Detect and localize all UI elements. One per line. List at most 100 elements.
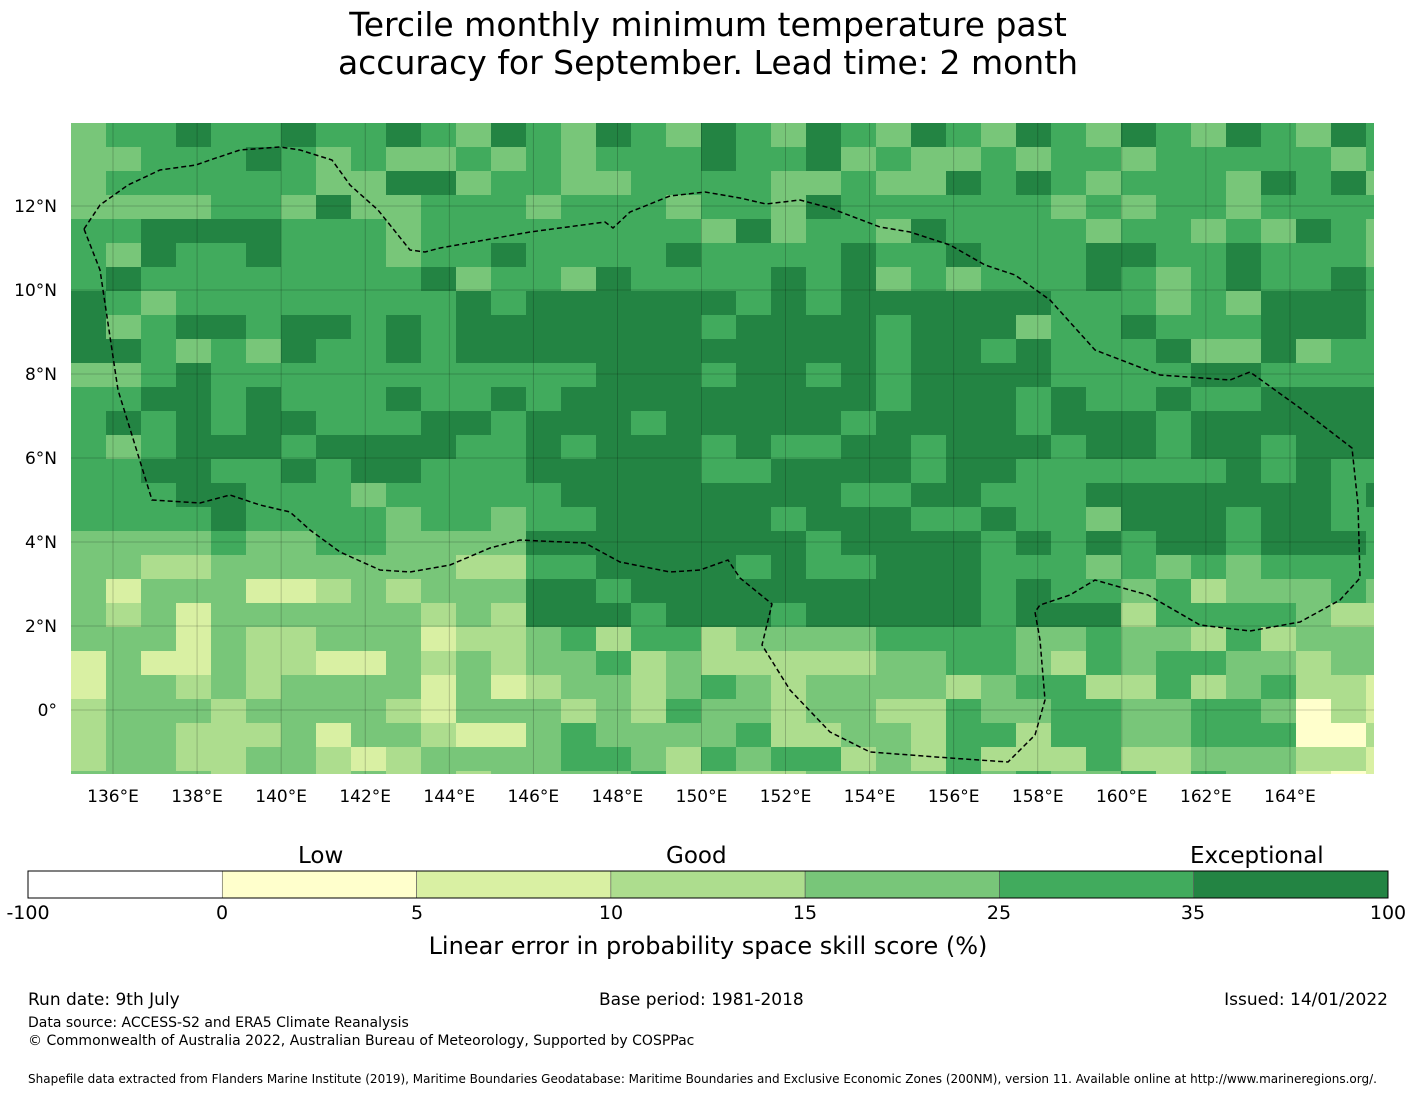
grid-cell [1121,195,1156,219]
grid-cell [1086,771,1121,774]
grid-cell [141,171,176,195]
grid-cell [491,531,526,555]
grid-cell [526,291,561,315]
grid-cell [421,315,456,339]
grid-cell [1191,675,1226,699]
grid-cell [1086,483,1121,507]
grid-cell [701,435,736,459]
grid-cell [71,411,106,435]
grid-cell [1366,675,1374,699]
grid-cell [1226,555,1261,579]
grid-cell [456,507,491,531]
grid-cell [281,627,316,651]
grid-cell [561,267,596,291]
grid-cell [1261,699,1296,723]
grid-cell [421,387,456,411]
grid-cell [1086,627,1121,651]
grid-cell [421,771,456,774]
longitude-label: 154°E [844,787,896,807]
grid-cell [211,219,246,243]
grid-cell [841,771,876,774]
grid-cell [526,771,561,774]
grid-cell [666,363,701,387]
grid-cell [771,291,806,315]
grid-cell [841,555,876,579]
grid-cell [981,699,1016,723]
grid-cell [176,195,211,219]
grid-cell [351,195,386,219]
grid-cell [841,171,876,195]
grid-cell [701,147,736,171]
grid-cell [806,627,841,651]
grid-cell [246,579,281,603]
grid-cell [911,459,946,483]
grid-cell [71,123,106,147]
grid-cell [526,747,561,771]
grid-cell [1016,747,1051,771]
grid-cell [316,243,351,267]
grid-cell [1086,123,1121,147]
grid-cell [1121,603,1156,627]
grid-cell [106,483,141,507]
grid-cell [1331,771,1366,774]
grid-cell [141,267,176,291]
grid-cell [526,531,561,555]
grid-cell [246,483,281,507]
grid-cell [631,147,666,171]
grid-cell [1051,219,1086,243]
grid-cell [1156,579,1191,603]
grid-cell [386,675,421,699]
grid-cell [1296,651,1331,675]
grid-cell [176,171,211,195]
colorbar-tick-label: 10 [598,902,624,924]
grid-cell [526,555,561,579]
grid-cell [876,315,911,339]
grid-cell [841,699,876,723]
grid-cell [1156,699,1191,723]
grid-cell [1296,363,1331,387]
grid-cell [561,147,596,171]
longitude-label: 164°E [1264,787,1316,807]
grid-cell [981,555,1016,579]
grid-cell [386,339,421,363]
grid-cell [106,675,141,699]
grid-cell [1121,387,1156,411]
grid-cell [1366,747,1374,771]
grid-cell [1331,507,1366,531]
grid-cell [631,627,666,651]
grid-cell [246,627,281,651]
grid-cell [1261,603,1296,627]
grid-cell [736,267,771,291]
grid-cell [1051,675,1086,699]
grid-cell [631,315,666,339]
grid-cell [491,315,526,339]
grid-cell [386,435,421,459]
grid-cell [1191,747,1226,771]
grid-cell [141,771,176,774]
grid-cell [806,555,841,579]
grid-cell [1191,699,1226,723]
grid-cell [596,147,631,171]
grid-cell [456,531,491,555]
grid-cell [876,339,911,363]
grid-cell [806,411,841,435]
latitude-label: 12°N [14,197,57,217]
grid-cell [771,195,806,219]
colorbar-tick-label: 35 [1180,902,1206,924]
grid-cell [386,411,421,435]
grid-cell [666,675,701,699]
grid-cell [1366,243,1374,267]
grid-cell [141,699,176,723]
grid-cell [1016,699,1051,723]
grid-cell [421,675,456,699]
grid-cell [281,651,316,675]
grid-cell [211,651,246,675]
grid-cell [771,627,806,651]
grid-cell [1051,171,1086,195]
grid-cell [456,723,491,747]
grid-cell [841,123,876,147]
grid-cell [176,219,211,243]
grid-cell [1296,507,1331,531]
grid-cell [106,339,141,363]
latitude-labels: 12°N 10°N 8°N 6°N 4°N 2°N 0° [14,197,57,721]
